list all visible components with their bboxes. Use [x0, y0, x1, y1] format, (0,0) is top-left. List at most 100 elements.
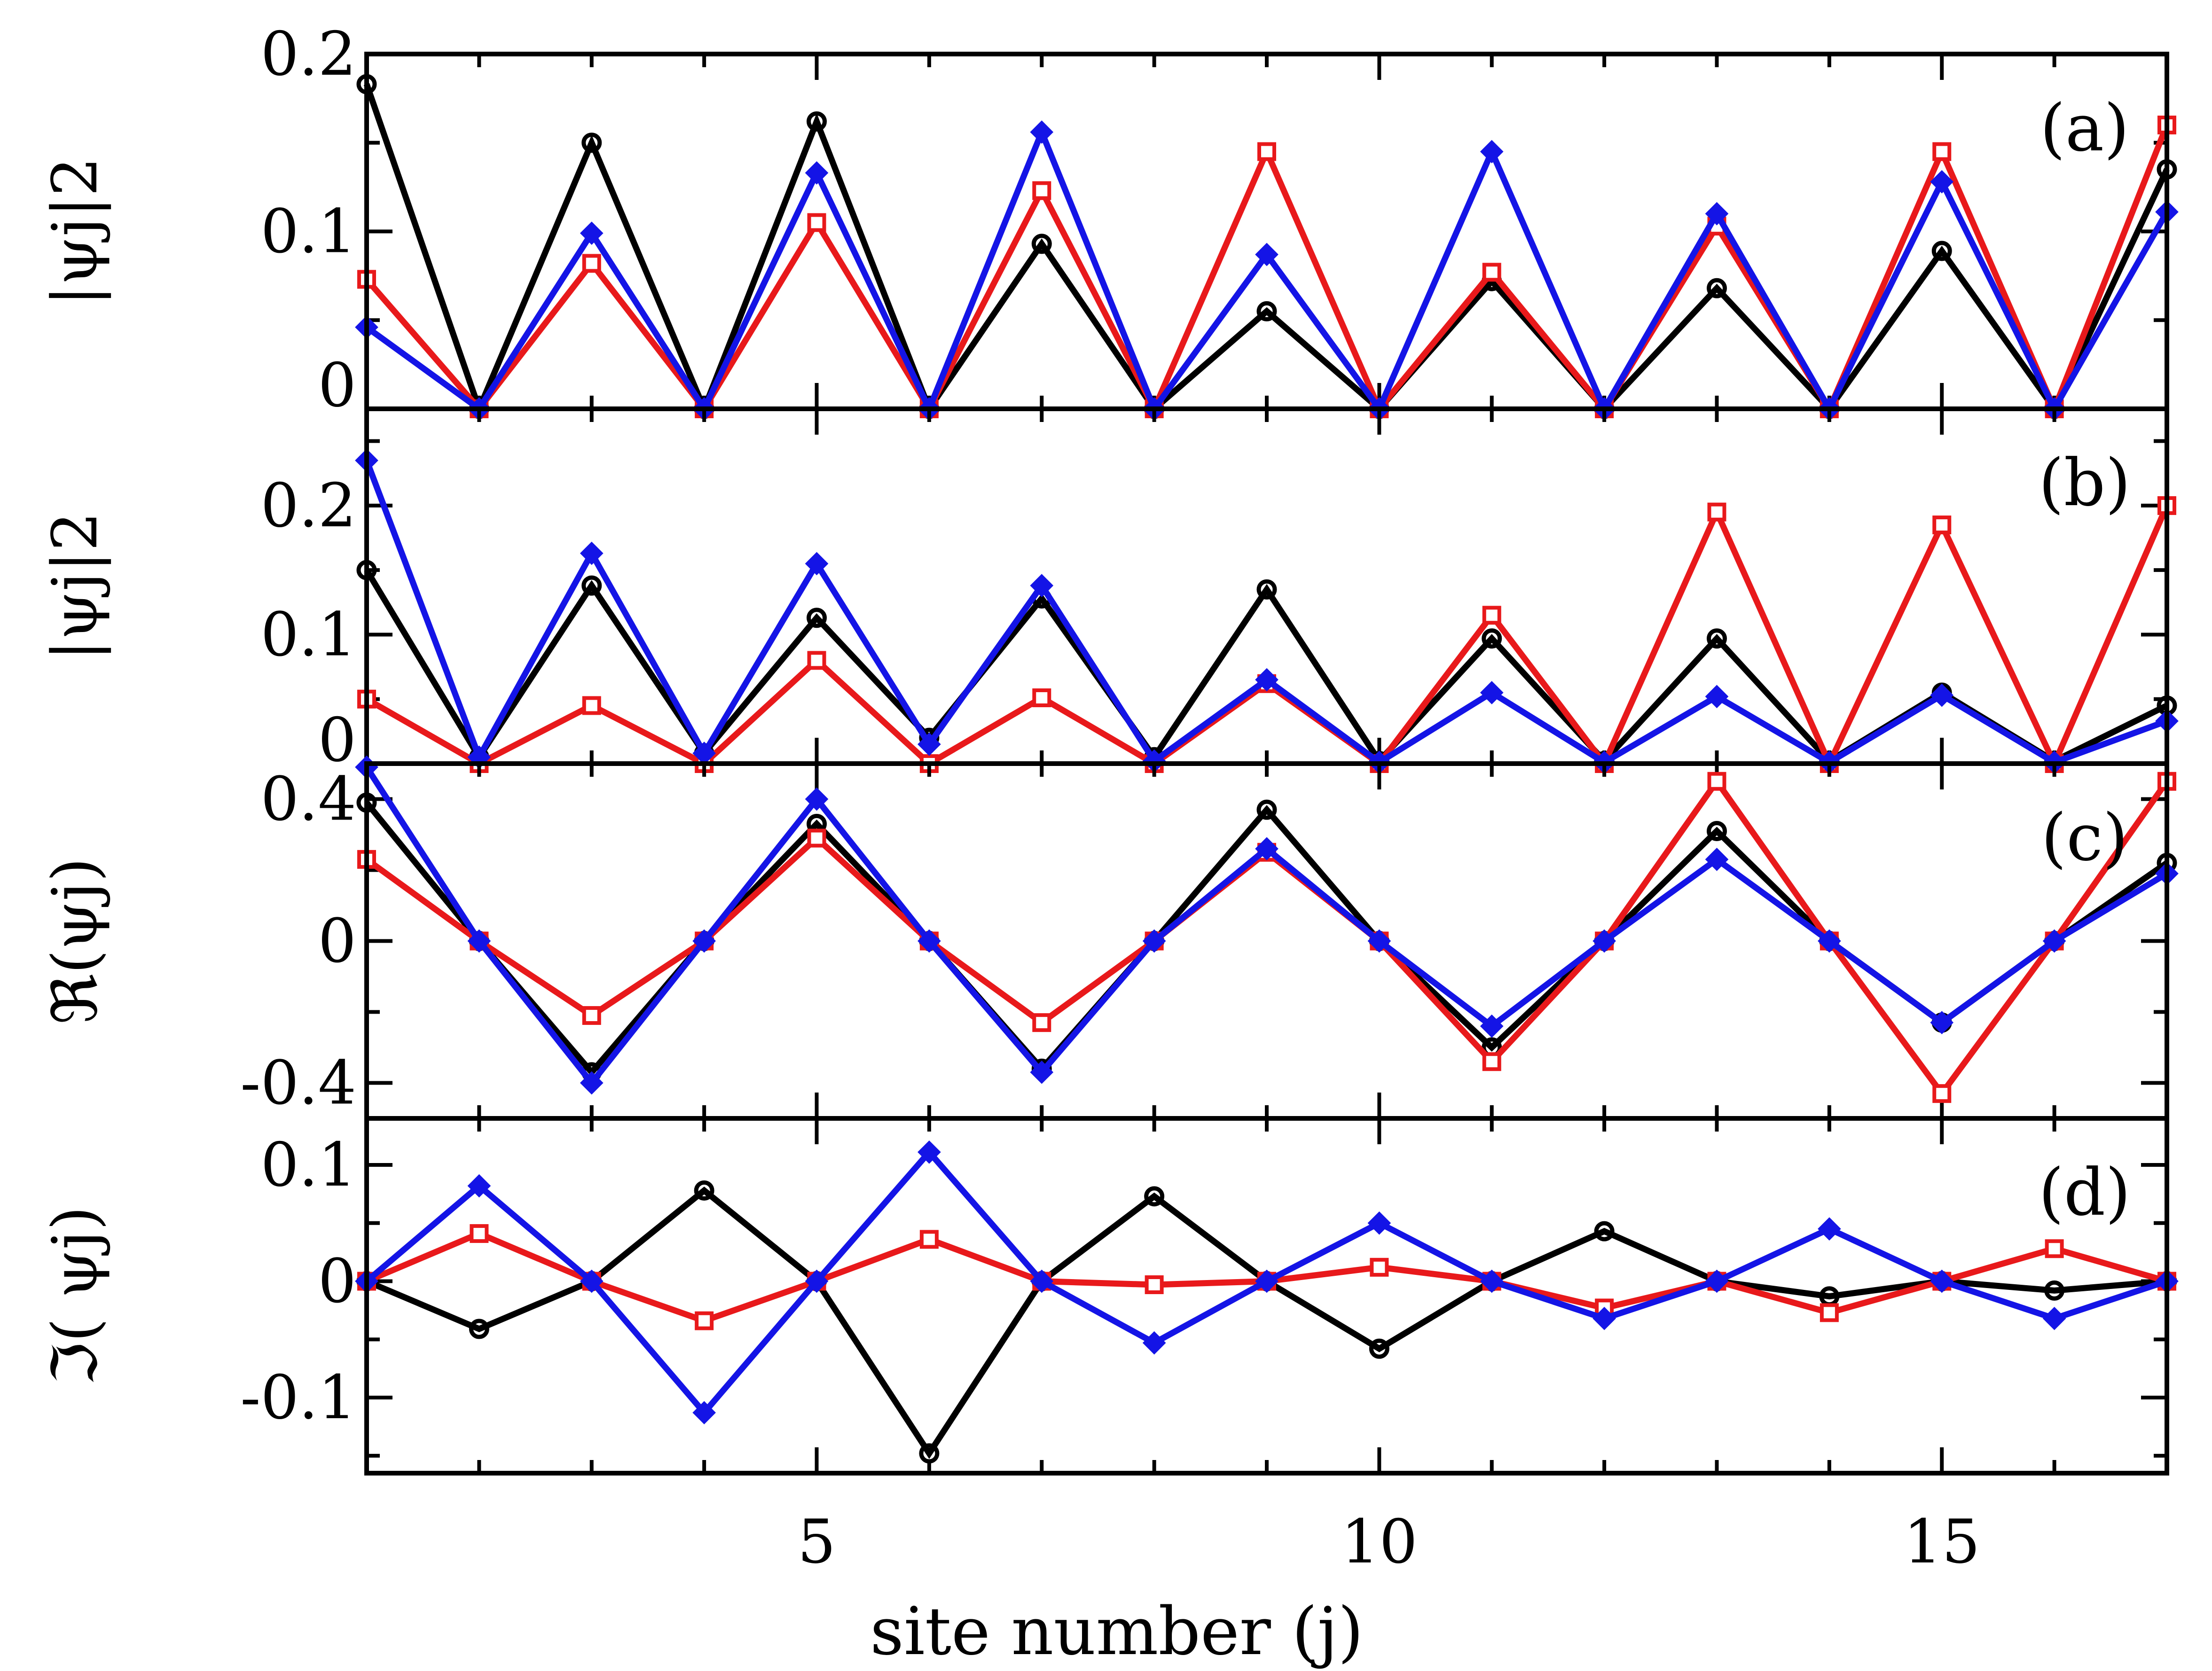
data-point-blue [1818, 1217, 1841, 1241]
data-point-blue [805, 1269, 829, 1293]
data-point-blue [1030, 120, 1054, 144]
data-point-black [1707, 278, 1727, 298]
data-point-blue [692, 929, 716, 953]
data-point-red [1257, 142, 1276, 161]
data-point-black [1031, 234, 1052, 254]
data-point-blue [805, 552, 829, 576]
data-point-blue [918, 1140, 941, 1164]
data-point-red [470, 1224, 489, 1243]
data-point-black [469, 1319, 489, 1339]
data-point-blue [1592, 1306, 1616, 1330]
data-point-blue [692, 1401, 716, 1425]
data-point-blue [1705, 685, 1729, 709]
data-point-black [1256, 301, 1277, 321]
x-tick-label: 5 [798, 1507, 836, 1577]
data-point-red [919, 1230, 939, 1249]
data-point-black [1594, 1221, 1615, 1242]
y-tick-label: 0.1 [260, 600, 356, 670]
data-point-black [1931, 241, 1952, 261]
data-point-blue [1367, 1211, 1391, 1235]
data-point-black [807, 111, 827, 132]
data-point-blue [1255, 837, 1279, 861]
panel-b: 0 0.1 0.2 (b) |ψj|2 [39, 406, 2179, 775]
data-point-red [695, 1311, 714, 1330]
data-point-red [1032, 1013, 1051, 1032]
panels-layer: 00.10.2(a)|ψj|200.10.2 (b)|ψj|2-0.400.4(c… [39, 19, 2179, 1577]
data-point-red [1482, 606, 1501, 625]
data-point-blue [2042, 929, 2066, 953]
series-line-blue [365, 124, 2170, 417]
y-axis-title: |ψj|2 [39, 512, 111, 661]
panel-frame [364, 52, 2169, 411]
data-point-blue [1255, 668, 1279, 692]
data-point-blue [918, 732, 941, 756]
data-point-red [2045, 1239, 2064, 1258]
data-point-blue [1930, 170, 1954, 194]
y-axis-title: ℜ(ψj) [39, 858, 111, 1024]
y-tick-label: 0 [318, 351, 356, 421]
data-point-blue [580, 221, 604, 245]
panel-label: (c) [2041, 800, 2128, 875]
data-point-red [1482, 1052, 1501, 1071]
data-point-black [1144, 1186, 1165, 1207]
data-point-blue [1255, 242, 1279, 266]
data-point-blue [580, 1071, 604, 1095]
y-tick-label: 0.1 [260, 1130, 356, 1200]
data-point-blue [1705, 202, 1729, 226]
data-point-red [807, 651, 826, 670]
data-point-black [919, 1443, 940, 1464]
y-tick-label: 0 [318, 906, 356, 976]
data-point-red [1707, 772, 1726, 791]
y-tick-label: 0 [318, 705, 356, 775]
data-point-blue [918, 929, 941, 953]
data-point-blue [580, 541, 604, 565]
data-point-blue [1030, 1269, 1054, 1293]
series-line-black [365, 1187, 2167, 1459]
data-point-black [1482, 628, 1502, 649]
data-point-red [1820, 1303, 1839, 1322]
y-tick-label: 0.2 [260, 19, 356, 89]
data-point-blue [805, 787, 829, 811]
data-point-blue [1480, 140, 1504, 164]
data-point-black [581, 133, 602, 153]
data-point-red [807, 828, 826, 848]
data-point-blue [1255, 1269, 1279, 1293]
data-point-blue [1367, 929, 1391, 953]
y-tick-label: 0.1 [260, 197, 356, 267]
x-axis-title: site number (j) [870, 1593, 1364, 1670]
panel-label: (a) [2040, 90, 2129, 166]
data-point-blue [1030, 574, 1054, 597]
data-point-blue [580, 1269, 604, 1293]
data-point-red [1482, 263, 1501, 282]
data-point-blue [1705, 848, 1729, 871]
data-point-blue [1142, 929, 1166, 953]
panel-label: (d) [2039, 1155, 2131, 1230]
data-point-red [1032, 688, 1051, 707]
x-tick-label: 15 [1904, 1507, 1980, 1577]
y-tick-label: -0.4 [240, 1048, 356, 1118]
data-point-black [807, 608, 827, 628]
data-point-red [582, 696, 601, 715]
data-point-red [1932, 1084, 1952, 1103]
y-tick-label: 0.2 [260, 471, 356, 541]
data-point-blue [1480, 1014, 1504, 1038]
data-point-blue [1480, 681, 1504, 704]
data-point-blue [1930, 683, 1954, 707]
data-point-red [1370, 1257, 1389, 1277]
data-point-blue [805, 161, 829, 185]
data-point-blue [467, 1174, 491, 1198]
data-point-black [2044, 1280, 2065, 1301]
series-line-black [363, 83, 2170, 418]
data-point-blue [1705, 1269, 1729, 1293]
panel-a: 0 0.1 0.2 (a) |ψj|2 [39, 19, 2179, 421]
data-point-black [1256, 799, 1277, 820]
data-point-blue [2042, 1306, 2066, 1330]
data-point-blue [1930, 1011, 1954, 1034]
y-tick-label: 0 [318, 1247, 356, 1317]
data-point-black [694, 1180, 714, 1201]
data-point-red [582, 1006, 601, 1025]
panel-c: -0.4 0 0.4 (c) ℜ(ψj) [39, 755, 2179, 1121]
data-point-black [581, 575, 602, 596]
data-point-blue [1930, 1269, 1954, 1293]
